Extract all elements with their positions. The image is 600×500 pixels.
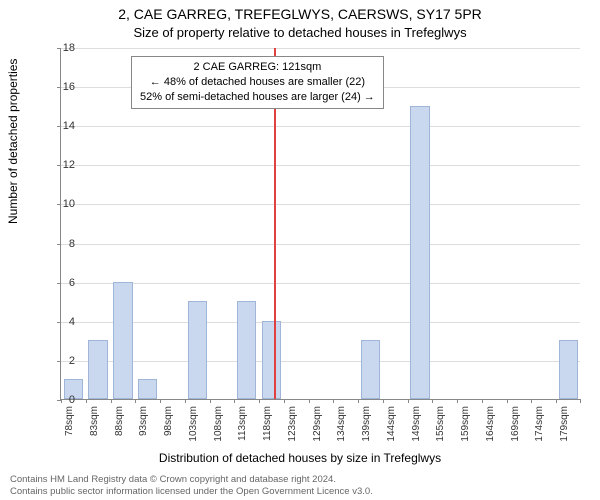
ytick-label: 8 xyxy=(55,238,75,250)
xtick-label: 144sqm xyxy=(386,406,397,446)
xtick-mark xyxy=(234,399,235,403)
plot-area: 2 CAE GARREG: 121sqm ← 48% of detached h… xyxy=(60,48,580,400)
xtick-label: 78sqm xyxy=(64,406,75,446)
xtick-mark xyxy=(383,399,384,403)
footer-line-2: Contains public sector information licen… xyxy=(10,486,373,498)
ytick-label: 14 xyxy=(55,120,75,132)
ytick-label: 4 xyxy=(55,316,75,328)
xtick-label: 169sqm xyxy=(510,406,521,446)
gridline xyxy=(61,48,580,49)
gridline xyxy=(61,165,580,166)
info-line-3: 52% of semi-detached houses are larger (… xyxy=(140,90,375,105)
xtick-label: 88sqm xyxy=(114,406,125,446)
xtick-mark xyxy=(259,399,260,403)
xtick-label: 108sqm xyxy=(213,406,224,446)
ytick-label: 12 xyxy=(55,159,75,171)
xtick-label: 118sqm xyxy=(262,406,273,446)
chart-container: 2, CAE GARREG, TREFEGLWYS, CAERSWS, SY17… xyxy=(0,0,600,500)
y-axis-label: Number of detached properties xyxy=(6,59,20,224)
footer-line-1: Contains HM Land Registry data © Crown c… xyxy=(10,474,373,486)
xtick-mark xyxy=(309,399,310,403)
chart-subtitle: Size of property relative to detached ho… xyxy=(0,25,600,40)
gridline xyxy=(61,322,580,323)
xtick-label: 134sqm xyxy=(336,406,347,446)
ytick-label: 16 xyxy=(55,81,75,93)
histogram-bar xyxy=(113,282,132,399)
histogram-bar xyxy=(188,301,207,399)
info-box: 2 CAE GARREG: 121sqm ← 48% of detached h… xyxy=(131,56,384,109)
ytick-label: 0 xyxy=(55,394,75,406)
xtick-mark xyxy=(210,399,211,403)
gridline xyxy=(61,361,580,362)
xtick-mark xyxy=(358,399,359,403)
info-line-2: ← 48% of detached houses are smaller (22… xyxy=(140,75,375,90)
xtick-label: 123sqm xyxy=(287,406,298,446)
histogram-bar xyxy=(410,106,429,399)
xtick-label: 113sqm xyxy=(237,406,248,446)
xtick-mark xyxy=(580,399,581,403)
xtick-label: 155sqm xyxy=(435,406,446,446)
footer-attribution: Contains HM Land Registry data © Crown c… xyxy=(10,474,373,498)
xtick-mark xyxy=(457,399,458,403)
xtick-mark xyxy=(284,399,285,403)
xtick-mark xyxy=(160,399,161,403)
x-axis-label: Distribution of detached houses by size … xyxy=(0,451,600,465)
xtick-mark xyxy=(531,399,532,403)
xtick-label: 103sqm xyxy=(188,406,199,446)
ytick-label: 18 xyxy=(55,42,75,54)
xtick-mark xyxy=(408,399,409,403)
xtick-label: 179sqm xyxy=(559,406,570,446)
xtick-label: 83sqm xyxy=(89,406,100,446)
gridline xyxy=(61,244,580,245)
histogram-bar xyxy=(361,340,380,399)
chart-title: 2, CAE GARREG, TREFEGLWYS, CAERSWS, SY17… xyxy=(0,6,600,22)
gridline xyxy=(61,283,580,284)
info-line-1: 2 CAE GARREG: 121sqm xyxy=(140,60,375,75)
xtick-label: 149sqm xyxy=(411,406,422,446)
xtick-label: 159sqm xyxy=(460,406,471,446)
xtick-label: 129sqm xyxy=(312,406,323,446)
histogram-bar xyxy=(262,321,281,399)
xtick-mark xyxy=(185,399,186,403)
xtick-mark xyxy=(111,399,112,403)
xtick-label: 174sqm xyxy=(534,406,545,446)
ytick-label: 2 xyxy=(55,355,75,367)
xtick-mark xyxy=(507,399,508,403)
xtick-label: 164sqm xyxy=(485,406,496,446)
ytick-label: 6 xyxy=(55,277,75,289)
xtick-mark xyxy=(556,399,557,403)
gridline xyxy=(61,126,580,127)
histogram-bar xyxy=(88,340,107,399)
xtick-mark xyxy=(135,399,136,403)
xtick-mark xyxy=(86,399,87,403)
histogram-bar xyxy=(138,379,157,399)
gridline xyxy=(61,204,580,205)
xtick-label: 93sqm xyxy=(138,406,149,446)
xtick-mark xyxy=(482,399,483,403)
histogram-bar xyxy=(559,340,578,399)
xtick-label: 139sqm xyxy=(361,406,372,446)
histogram-bar xyxy=(237,301,256,399)
xtick-label: 98sqm xyxy=(163,406,174,446)
xtick-mark xyxy=(432,399,433,403)
ytick-label: 10 xyxy=(55,198,75,210)
xtick-mark xyxy=(333,399,334,403)
